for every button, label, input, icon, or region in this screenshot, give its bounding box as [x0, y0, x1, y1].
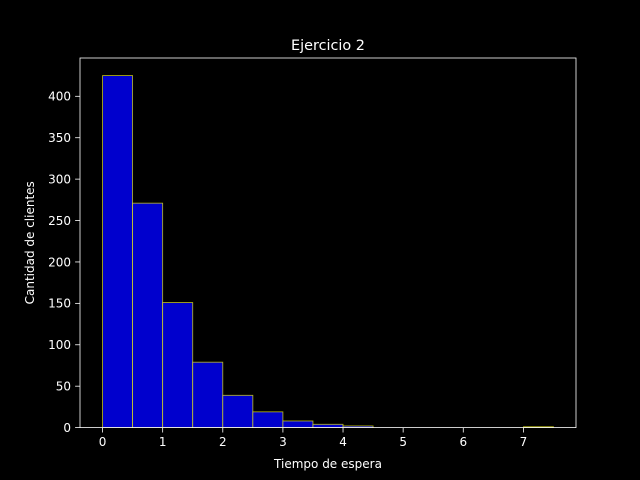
- x-tick-label: 4: [339, 435, 347, 449]
- x-tick-label: 1: [159, 435, 167, 449]
- histogram-bar: [312, 423, 344, 428]
- y-tick-label: 250: [48, 214, 71, 228]
- y-axis-label: Cantidad de clientes: [23, 181, 37, 304]
- y-tick-label: 0: [63, 421, 71, 435]
- x-tick-label: 5: [399, 435, 407, 449]
- x-tick-label: 7: [520, 435, 528, 449]
- histogram-bar: [282, 420, 314, 429]
- histogram-bar: [192, 361, 224, 428]
- x-tick-label: 0: [99, 435, 107, 449]
- x-tick-label: 6: [459, 435, 467, 449]
- x-axis-ticks: 0 1 2 3 4 5 6 7: [99, 427, 528, 449]
- x-tick-label: 3: [279, 435, 287, 449]
- y-tick-label: 300: [48, 172, 71, 186]
- histogram-bar: [162, 302, 194, 428]
- y-tick-label: 350: [48, 131, 71, 145]
- histogram-bar: [132, 202, 164, 429]
- histogram-bar: [252, 411, 284, 428]
- histogram-bar: [222, 394, 254, 429]
- chart-title: Ejercicio 2: [291, 38, 365, 54]
- y-tick-label: 200: [48, 255, 71, 269]
- histogram-bar: [102, 75, 134, 428]
- y-tick-label: 100: [48, 338, 71, 352]
- x-tick-label: 2: [219, 435, 227, 449]
- y-axis-ticks: 0 50 100 150 200 250 300 350 400: [48, 90, 80, 435]
- plot-area-frame: [79, 57, 577, 429]
- x-axis-label: Tiempo de espera: [273, 457, 382, 471]
- bars-group: [102, 75, 554, 429]
- y-tick-label: 150: [48, 297, 71, 311]
- y-tick-label: 50: [56, 379, 71, 393]
- y-tick-label: 400: [48, 90, 71, 104]
